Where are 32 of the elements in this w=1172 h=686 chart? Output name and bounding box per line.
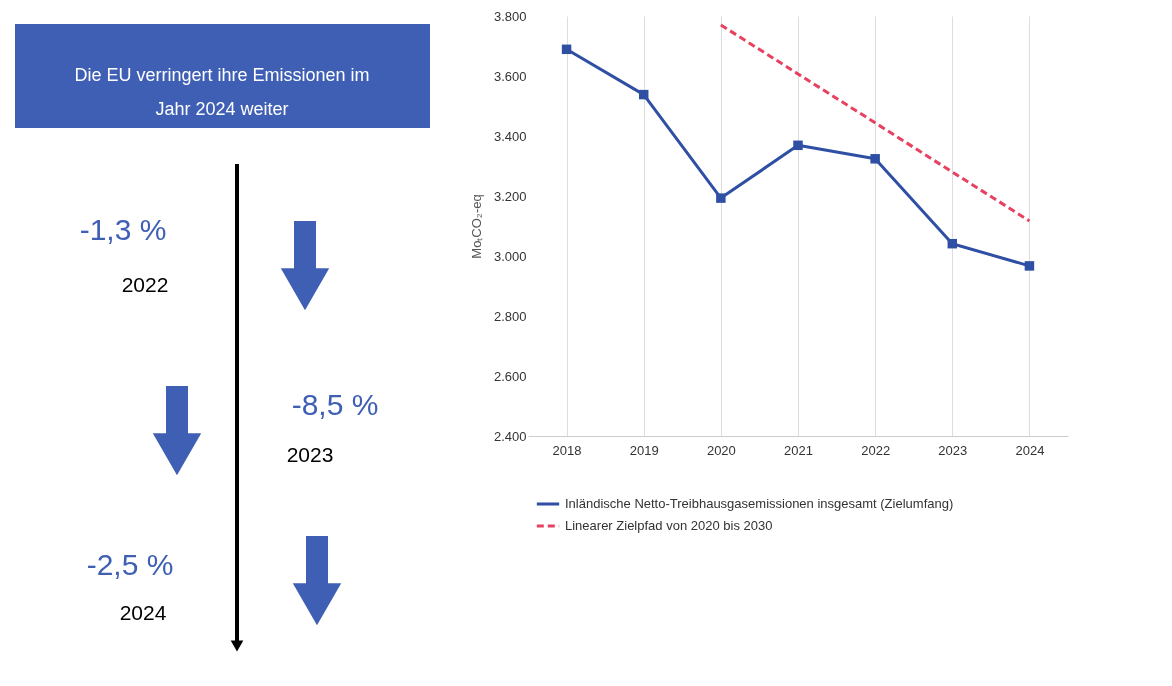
text: -8,5 % bbox=[291, 388, 379, 421]
point bbox=[561, 44, 572, 55]
y-tick-label: 3.400 bbox=[493, 128, 527, 144]
line-series bbox=[719, 23, 1031, 223]
text: -2,5 % bbox=[86, 548, 174, 581]
point bbox=[716, 193, 726, 203]
text: Die EU verringert ihre Emissionen im Jahr 2024 weiter bbox=[74, 65, 370, 119]
legend-label: Linearer Zielpfad von 2020 bis 2030 bbox=[565, 518, 773, 533]
text: 2024 bbox=[119, 601, 167, 624]
x-tick-label: 2020 bbox=[706, 442, 736, 458]
point bbox=[947, 238, 958, 249]
text: -1,3 % bbox=[79, 213, 167, 246]
y-tick-label: 2.800 bbox=[493, 308, 527, 324]
y-tick-label: 3.200 bbox=[493, 188, 527, 204]
y-tick-label: 3.800 bbox=[493, 8, 527, 24]
point bbox=[638, 89, 649, 100]
x-tick-label: 2018 bbox=[552, 442, 582, 458]
x-tick-label: 2024 bbox=[1015, 442, 1045, 458]
text: 2022 bbox=[121, 273, 169, 296]
y-tick-label: 2.400 bbox=[493, 428, 527, 444]
x-tick-label: 2019 bbox=[629, 442, 659, 458]
legend-label: Inländische Netto-Treibhausgasemissionen insgesamt (Zielumfang) bbox=[565, 496, 954, 511]
point bbox=[1024, 261, 1035, 271]
x-tick-label: 2021 bbox=[784, 442, 813, 458]
y-tick-label: 2.600 bbox=[493, 368, 527, 384]
point bbox=[793, 140, 803, 151]
y-tick-label: 3.000 bbox=[493, 248, 527, 264]
point bbox=[870, 154, 880, 164]
x-tick-label: 2023 bbox=[938, 442, 968, 458]
y-axis-title: MoₜCO₂-eq bbox=[468, 194, 484, 259]
y-tick-label: 3.600 bbox=[493, 68, 527, 84]
x-tick-label: 2022 bbox=[861, 442, 891, 458]
